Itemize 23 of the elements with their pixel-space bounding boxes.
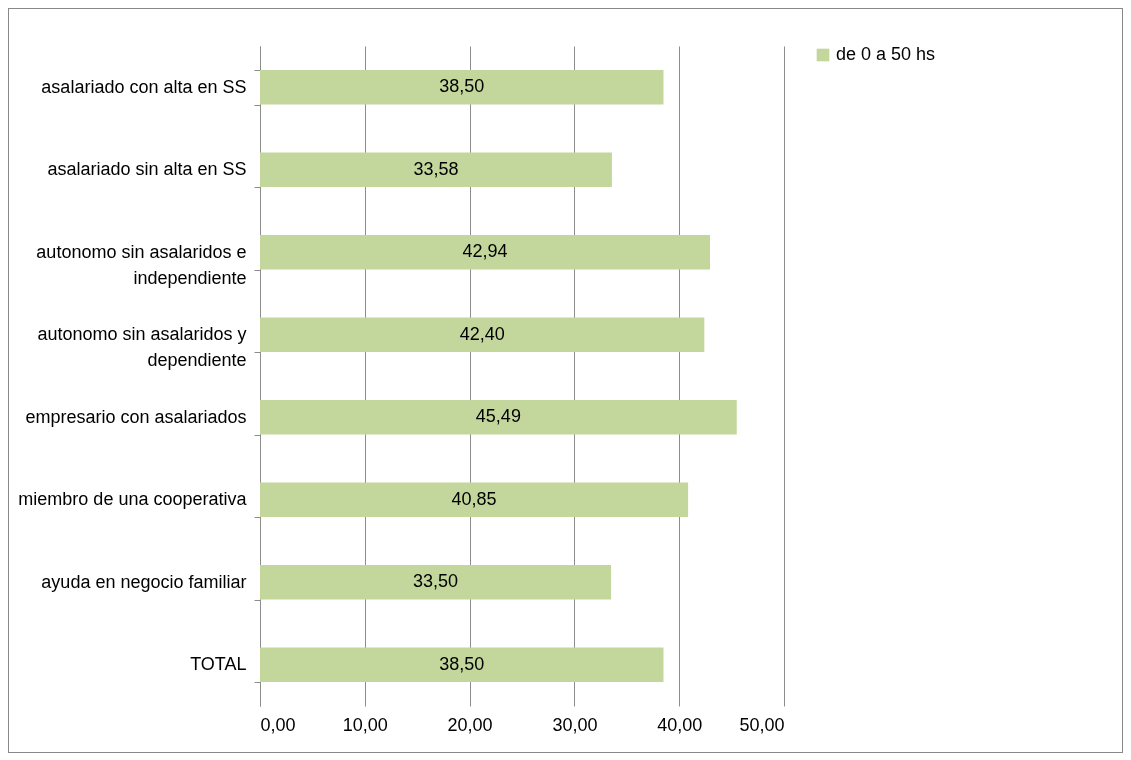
y-tick-label: TOTAL — [190, 654, 247, 675]
x-tick-label: 0,00 — [260, 714, 296, 735]
data-label: 42,94 — [462, 241, 508, 262]
x-tick-label: 10,00 — [342, 714, 388, 735]
data-label: 38,50 — [439, 653, 485, 674]
data-label: 38,50 — [439, 76, 485, 97]
y-tick-label: ayuda en negocio familiar — [41, 571, 247, 592]
x-tick-label: 30,00 — [552, 714, 598, 735]
data-label: 45,49 — [475, 406, 521, 427]
data-label: 42,40 — [459, 323, 505, 344]
y-tick-label: asalariado con alta en SS — [41, 76, 247, 97]
legend-label: de 0 a 50 hs — [836, 44, 936, 64]
y-tick-label: empresario con asalariados — [25, 406, 247, 427]
data-label: 33,58 — [413, 158, 459, 179]
y-tick-label: autonomo sin asalaridos y dependiente — [37, 324, 247, 371]
x-tick-label: 40,00 — [657, 714, 703, 735]
data-label: 40,85 — [451, 488, 497, 509]
data-label: 33,50 — [413, 571, 459, 592]
y-tick-label: asalariado sin alta en SS — [47, 159, 247, 180]
y-tick-label: autonomo sin asalaridos e independiente — [36, 241, 247, 288]
x-tick-label: 20,00 — [447, 714, 493, 735]
x-tick-label: 50,00 — [739, 714, 785, 735]
y-tick-label: miembro de una cooperativa — [18, 489, 248, 510]
